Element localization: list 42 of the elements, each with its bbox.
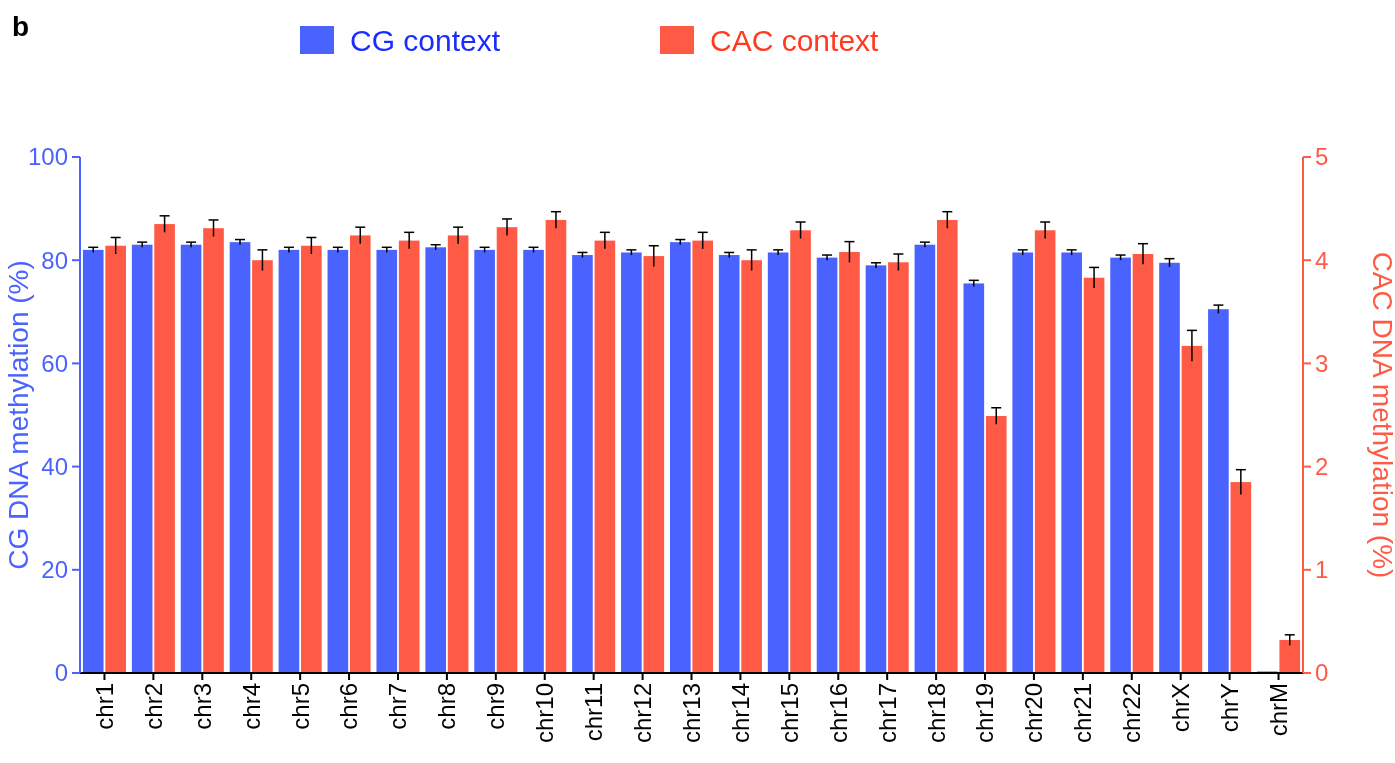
x-tick-label: chr6 (335, 683, 363, 730)
x-tick-label: chr19 (971, 683, 999, 744)
x-tick-label: chr12 (628, 683, 656, 744)
y2-tick-label: 5 (1315, 143, 1329, 171)
x-tick-label: chr14 (726, 683, 754, 744)
x-tick-label: chr5 (286, 683, 314, 730)
legend-label: CAC context (710, 23, 880, 57)
x-tick-label: chr3 (188, 683, 216, 730)
y-tick-label: 80 (41, 246, 68, 274)
y2-tick-label: 2 (1315, 453, 1329, 480)
x-tick-label: chr1 (90, 683, 118, 730)
x-tick-label: chr9 (482, 683, 510, 730)
x-tick-label: chr13 (677, 683, 705, 744)
y-tick-label: 0 (54, 659, 68, 687)
y-tick-label: 60 (41, 349, 68, 377)
x-tick-label: chr16 (824, 683, 852, 744)
y-tick-label: 100 (27, 143, 68, 171)
x-tick-label: chr22 (1118, 683, 1146, 744)
y2-tick-label: 4 (1315, 246, 1329, 274)
y2-axis-title: CAC DNA methylation (%) (1367, 251, 1395, 579)
x-tick-label: chr18 (922, 683, 950, 744)
y-tick-label: 40 (41, 453, 68, 480)
legend-label: CG context (350, 23, 501, 57)
text: b (12, 11, 30, 42)
x-tick-label: chrX (1167, 683, 1195, 733)
x-tick-label: chr15 (775, 683, 803, 744)
y-axis-title: CG DNA methylation (%) (3, 260, 34, 570)
y2-tick-label: 0 (1315, 659, 1329, 687)
y2-tick-label: 3 (1315, 349, 1329, 377)
y-tick-label: 20 (41, 556, 68, 584)
x-tick-label: chrM (1264, 683, 1292, 737)
x-tick-label: chr8 (433, 683, 461, 730)
x-tick-label: chr21 (1069, 683, 1097, 744)
x-tick-label: chr7 (384, 683, 412, 730)
y2-tick-label: 1 (1315, 556, 1329, 584)
x-tick-label: chr11 (580, 683, 608, 742)
x-tick-label: chr17 (873, 683, 901, 744)
x-tick-label: chr20 (1020, 683, 1048, 744)
x-tick-label: chr4 (237, 683, 265, 730)
x-tick-label: chr10 (531, 683, 559, 744)
x-tick-label: chrY (1216, 683, 1244, 733)
x-tick-label: chr2 (139, 683, 167, 730)
